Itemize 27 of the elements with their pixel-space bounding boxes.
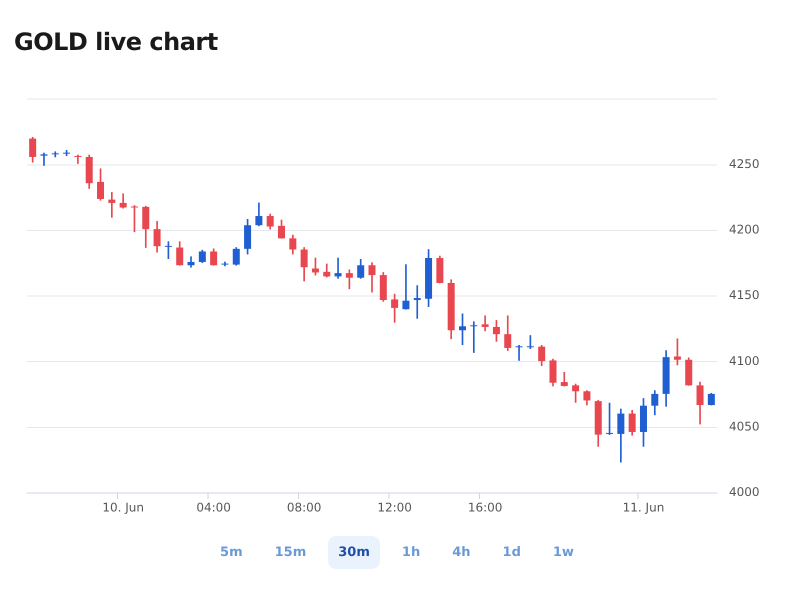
text: 1d [502,544,522,562]
text: 5m [219,544,244,562]
candlestick [221,262,228,266]
text: 1h [400,544,422,562]
y-tick-label: 4050 [729,419,760,434]
candlestick [130,205,138,232]
x-tick-label: 08:00 [286,500,322,514]
text: 1w [552,544,575,562]
y-tick-label: 4000 [729,485,760,500]
x-tick-label: 10. Jun [102,500,144,514]
text: 15m [274,544,308,562]
candlestick [402,264,410,310]
candlestick [606,402,614,435]
text: 30m [328,536,380,569]
candlestick [516,344,523,361]
candlestick [312,258,319,276]
y-tick-label: 4100 [729,354,760,368]
x-tick-label: 11. Jun [622,500,664,514]
candlestick [334,258,342,279]
x-tick-label: 16:00 [468,500,502,514]
y-tick-label: 4250 [729,156,760,171]
text: 4h [451,544,472,562]
chart-title: GOLD live chart [14,28,218,56]
y-tick-label: 4200 [729,222,760,237]
x-tick-label: 12:00 [377,500,412,514]
x-tick-label: 04:00 [196,500,231,514]
y-tick-label: 4150 [729,288,760,302]
